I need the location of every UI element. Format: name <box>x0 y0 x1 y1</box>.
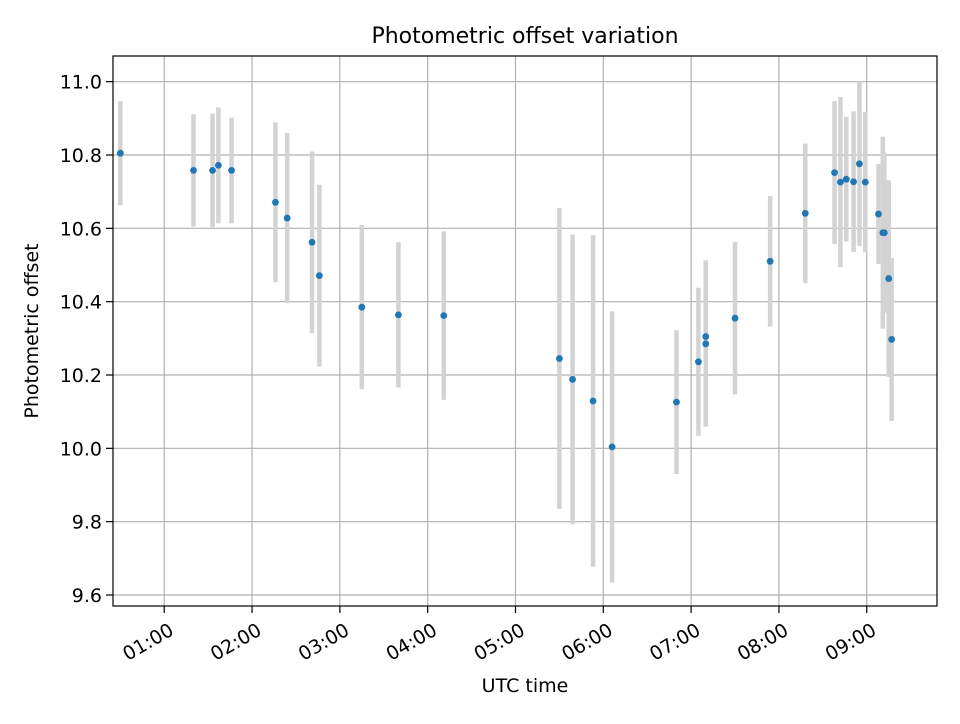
x-tick-label: 05:00 <box>470 619 528 665</box>
x-tick-label: 07:00 <box>646 619 704 665</box>
data-point <box>885 275 893 282</box>
y-tick-label: 10.2 <box>60 365 102 387</box>
data-point <box>272 198 279 206</box>
data-point <box>837 178 844 186</box>
y-tick-label: 10.8 <box>60 145 102 167</box>
errorbar-layer <box>118 81 894 583</box>
x-tick-label: 02:00 <box>207 619 265 665</box>
data-point <box>440 312 448 319</box>
y-tick-label: 11.0 <box>60 72 102 94</box>
data-point <box>861 178 869 186</box>
data-point <box>555 355 563 362</box>
data-point <box>214 161 222 169</box>
data-point <box>569 376 576 383</box>
data-point <box>875 210 882 218</box>
data-point <box>308 238 316 246</box>
y-tick-label: 10.0 <box>60 438 102 460</box>
data-point <box>731 314 739 322</box>
x-tick-label: 03:00 <box>295 619 353 665</box>
data-point <box>702 340 710 348</box>
data-point <box>880 229 888 237</box>
data-point <box>702 333 710 340</box>
data-point <box>394 311 402 319</box>
y-tick-label: 9.8 <box>72 512 102 534</box>
data-point <box>801 209 809 217</box>
data-point <box>358 303 366 311</box>
data-point <box>766 257 774 265</box>
x-tick-label: 06:00 <box>558 619 616 665</box>
chart-title: Photometric offset variation <box>371 24 678 49</box>
data-point <box>283 214 291 222</box>
data-point <box>589 397 597 405</box>
grid-layer <box>113 56 937 606</box>
data-point <box>608 443 616 451</box>
y-tick-label: 9.6 <box>72 585 102 607</box>
y-tick-label: 10.4 <box>60 292 102 314</box>
x-axis-label: UTC time <box>482 675 569 697</box>
data-point <box>673 398 680 406</box>
data-point <box>856 160 863 168</box>
x-tick-label: 08:00 <box>734 619 792 665</box>
data-point <box>228 167 235 174</box>
data-point <box>842 175 850 183</box>
tick-layer: 01:00 02:00 03:00 04:00 05:00 06:00 07:00 08:00… <box>60 72 880 666</box>
point-layer <box>116 149 896 451</box>
data-point <box>888 336 896 343</box>
plot-frame <box>112 55 938 607</box>
y-tick-label: 10.6 <box>60 218 102 240</box>
data-point <box>695 358 702 366</box>
data-point <box>831 169 838 177</box>
x-tick-label: 09:00 <box>822 619 880 665</box>
x-tick-label: 04:00 <box>383 619 441 665</box>
data-point <box>315 272 323 280</box>
y-axis-label: Photometric offset <box>21 243 43 418</box>
x-tick-label: 01:00 <box>119 619 177 665</box>
data-point <box>209 167 216 174</box>
data-point <box>116 149 124 157</box>
data-point <box>850 178 857 186</box>
data-point <box>190 167 197 174</box>
